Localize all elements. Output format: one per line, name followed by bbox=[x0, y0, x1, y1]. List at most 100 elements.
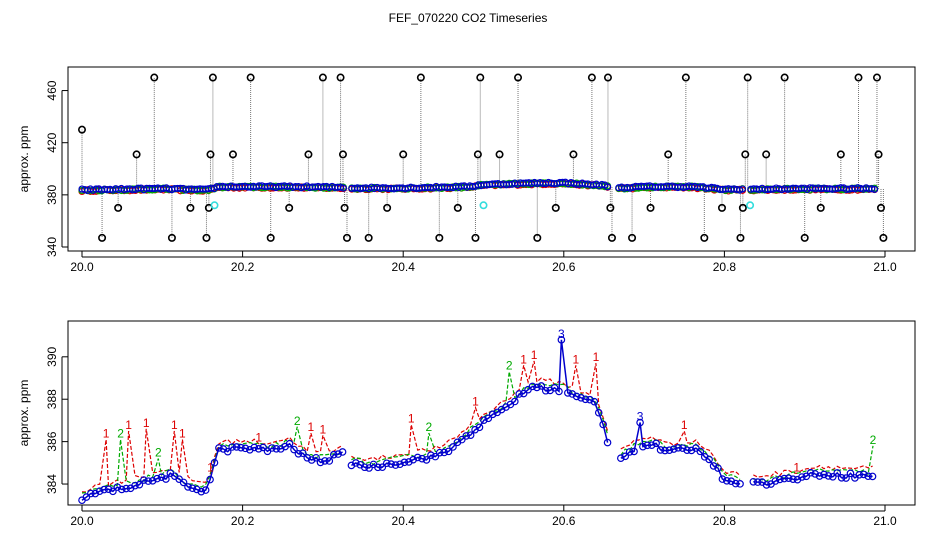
series-1-label: 1 bbox=[793, 460, 800, 474]
outlier-point bbox=[399, 150, 408, 159]
outlier-point bbox=[587, 73, 596, 82]
outlier-point bbox=[664, 150, 673, 159]
outlier-point bbox=[607, 233, 616, 242]
outlier-point bbox=[495, 150, 504, 159]
outlier-point bbox=[717, 203, 726, 212]
y-tick-label: 420 bbox=[45, 132, 59, 152]
outlier-point bbox=[228, 150, 237, 159]
series-3-point bbox=[780, 474, 789, 483]
series-3-point bbox=[484, 414, 493, 423]
series-3-point bbox=[696, 447, 705, 456]
series-3-point bbox=[617, 454, 625, 463]
series-3-point bbox=[868, 472, 877, 481]
series-3-point bbox=[206, 475, 214, 484]
series-3-point bbox=[109, 487, 117, 496]
x-tick-label: 20.4 bbox=[392, 260, 416, 274]
outlier-point bbox=[186, 203, 195, 212]
series-3-point bbox=[294, 449, 303, 458]
series-3-point bbox=[113, 483, 122, 491]
series-1-label: 1 bbox=[308, 420, 315, 434]
outlier-point bbox=[628, 233, 637, 242]
series-3-point bbox=[193, 485, 201, 494]
series-3-point bbox=[687, 446, 696, 455]
outlier-point bbox=[741, 150, 750, 159]
series-1-label: 1 bbox=[573, 352, 580, 366]
outlier-point bbox=[208, 73, 217, 82]
series-3-point bbox=[312, 453, 320, 462]
series-3-point bbox=[550, 384, 559, 392]
series-3-point bbox=[466, 431, 475, 439]
baseline-point bbox=[738, 185, 747, 193]
series-3-point bbox=[557, 336, 566, 344]
series-2-line bbox=[81, 371, 874, 494]
series-3-point bbox=[718, 475, 727, 483]
series-3-point bbox=[365, 464, 373, 472]
outlier-point bbox=[342, 233, 351, 242]
series-3-point bbox=[458, 435, 466, 444]
series-3-point bbox=[153, 474, 161, 483]
series-3-point bbox=[564, 389, 572, 397]
series-2-label: 2 bbox=[870, 433, 877, 447]
outlier-point bbox=[98, 233, 107, 242]
series-3-point bbox=[533, 383, 541, 392]
outlier-point bbox=[738, 203, 747, 212]
series-3-point bbox=[409, 455, 418, 464]
series-3-point bbox=[683, 446, 691, 454]
series-3-point bbox=[104, 485, 113, 493]
series-1-label: 1 bbox=[681, 418, 688, 432]
series-1-label: 1 bbox=[171, 418, 178, 432]
series-3-point bbox=[352, 459, 360, 467]
outlier-point bbox=[114, 203, 123, 212]
series-3-point bbox=[396, 460, 404, 469]
series-3-point bbox=[435, 448, 444, 457]
series-3-point bbox=[833, 469, 842, 477]
series-3-point bbox=[427, 451, 435, 459]
outlier-point bbox=[364, 233, 373, 242]
cyan-point bbox=[746, 201, 755, 210]
outlier-point bbox=[816, 203, 825, 212]
series-3-point bbox=[723, 477, 731, 485]
series-3-point bbox=[95, 487, 104, 496]
outlier-point bbox=[416, 73, 425, 82]
series-3-point bbox=[449, 443, 457, 451]
outlier-point bbox=[453, 203, 462, 212]
series-3-point bbox=[462, 432, 471, 440]
series-3-point bbox=[276, 445, 285, 453]
series-3-point bbox=[771, 477, 780, 485]
y-tick-label: 390 bbox=[45, 346, 59, 366]
outlier-point bbox=[476, 73, 485, 82]
series-3-point bbox=[382, 459, 391, 468]
series-3-point bbox=[855, 470, 864, 479]
series-3-point bbox=[842, 474, 850, 482]
series-3-point bbox=[590, 397, 599, 406]
series-3-point bbox=[197, 487, 206, 496]
series-3-point bbox=[431, 452, 440, 461]
series-3-point bbox=[727, 477, 736, 486]
outlier-point bbox=[340, 203, 349, 212]
series-3-point bbox=[829, 473, 837, 481]
series-1-label: 1 bbox=[531, 348, 538, 362]
series-3-point bbox=[413, 453, 422, 462]
series-3-point bbox=[475, 423, 484, 432]
series-3-point bbox=[789, 475, 797, 484]
series-3-point bbox=[625, 448, 634, 456]
series-3-point bbox=[325, 457, 334, 465]
series-3-point bbox=[78, 496, 86, 505]
series-3-point bbox=[471, 425, 479, 434]
series-1-label: 1 bbox=[593, 350, 600, 364]
outlier-point bbox=[167, 233, 176, 242]
series-2-label: 2 bbox=[155, 446, 162, 460]
series-3-point bbox=[285, 439, 294, 448]
outlier-point bbox=[646, 203, 655, 212]
series-3-point bbox=[140, 476, 148, 484]
series-3-point bbox=[400, 458, 409, 467]
outlier-point bbox=[874, 150, 883, 159]
series-1-line bbox=[81, 360, 873, 493]
series-3-point bbox=[537, 382, 546, 390]
series-3-point bbox=[846, 469, 855, 478]
series-3-point bbox=[586, 395, 594, 404]
series-3-point bbox=[321, 457, 329, 465]
series-3-point bbox=[528, 382, 537, 391]
chart-title: FEF_070220 CO2 Timeseries bbox=[389, 11, 548, 25]
series-3-point bbox=[630, 447, 638, 456]
